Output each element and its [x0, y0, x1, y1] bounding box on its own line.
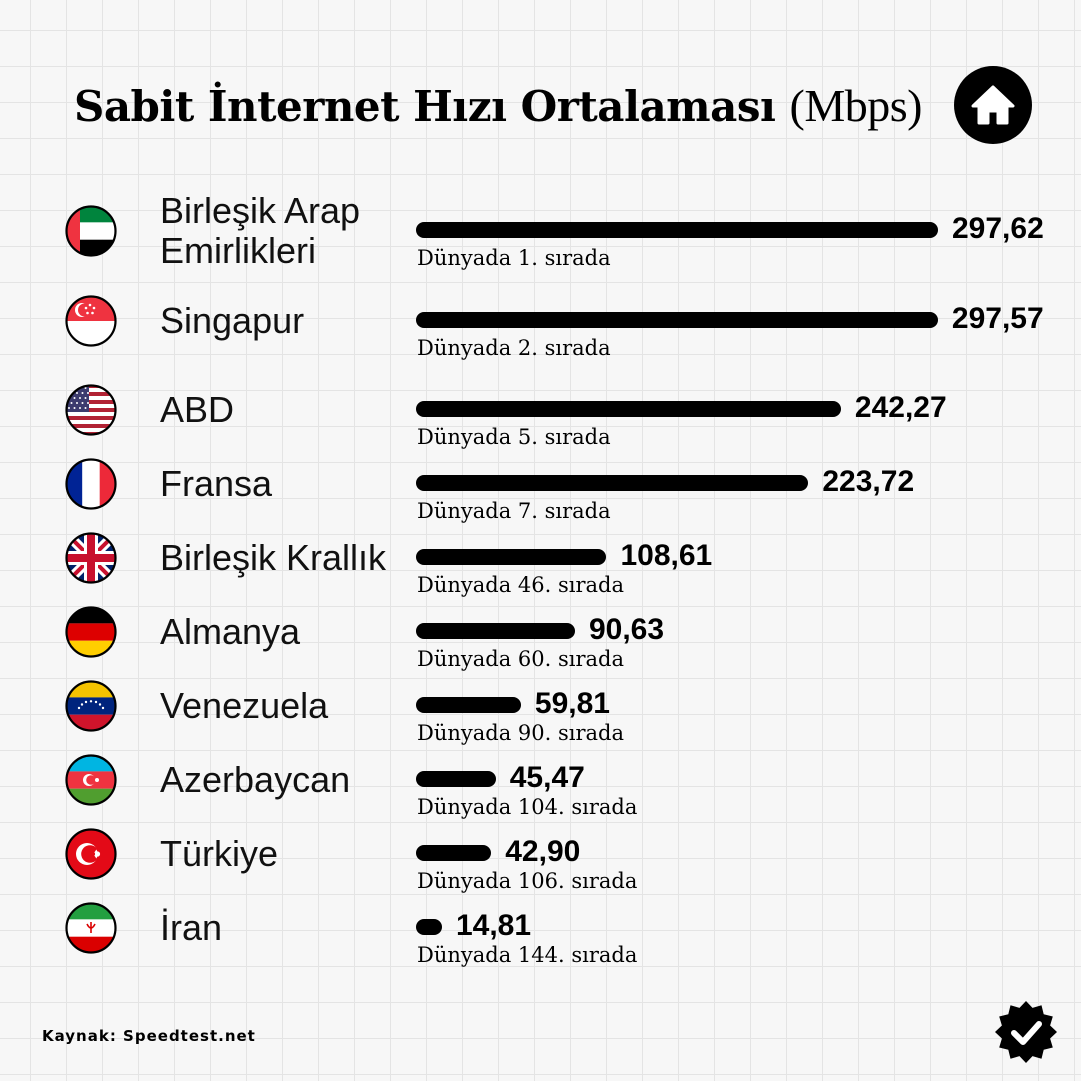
- germany-flag-icon: [65, 606, 117, 658]
- country-label: Almanya: [160, 611, 301, 652]
- chart-title: Sabit İnternet Hızı Ortalaması (Mbps): [74, 78, 923, 135]
- value-label: 14,81: [455, 909, 532, 942]
- value-label: 242,27: [854, 391, 947, 424]
- country-label: Azerbaycan: [160, 759, 351, 800]
- bar: [416, 845, 492, 861]
- france-flag-icon: [65, 458, 117, 510]
- bar: [416, 697, 521, 713]
- rank-label: Dünyada 2. sırada: [417, 336, 611, 360]
- bar: [416, 623, 575, 639]
- title-unit: (Mbps): [789, 80, 923, 131]
- rank-label: Dünyada 106. sırada: [417, 869, 638, 893]
- country-label: Fransa: [160, 463, 273, 504]
- value-label: 223,72: [822, 465, 915, 498]
- source-label: Kaynak: Speedtest.net: [42, 1027, 256, 1045]
- bar: [416, 475, 809, 491]
- value-label: 297,62: [952, 212, 1044, 245]
- bar: [416, 312, 938, 328]
- rank-label: Dünyada 60. sırada: [417, 647, 624, 671]
- home-icon: [971, 85, 1015, 125]
- bar: [416, 549, 607, 565]
- country-label: Birleşik Krallık: [160, 537, 387, 578]
- country-label: Venezuela: [160, 685, 329, 726]
- usa-flag-icon: [65, 384, 117, 436]
- rank-label: Dünyada 46. sırada: [417, 573, 624, 597]
- iran-flag-icon: [65, 902, 117, 954]
- home-button[interactable]: [954, 66, 1032, 144]
- value-label: 90,63: [588, 613, 665, 646]
- bar: [416, 771, 496, 787]
- value-label: 42,90: [505, 835, 581, 868]
- bar: [416, 401, 841, 417]
- country-label: Singapur: [160, 300, 305, 341]
- turkey-flag-icon: [65, 828, 117, 880]
- rank-label: Dünyada 90. sırada: [417, 721, 624, 745]
- rank-label: Dünyada 104. sırada: [417, 795, 638, 819]
- verified-badge-icon: [995, 1001, 1057, 1063]
- value-label: 59,81: [534, 687, 610, 720]
- bar: [416, 919, 442, 935]
- value-label: 108,61: [620, 539, 713, 572]
- title-text: Sabit İnternet Hızı Ortalaması: [74, 82, 776, 131]
- uae-flag-icon: [65, 205, 117, 257]
- country-label: İran: [160, 907, 223, 948]
- venezuela-flag-icon: [65, 680, 117, 732]
- value-label: 297,57: [951, 302, 1044, 335]
- singapore-flag-icon: [65, 295, 117, 347]
- bar: [416, 222, 938, 238]
- rank-label: Dünyada 1. sırada: [417, 246, 611, 270]
- country-label: ABD: [160, 389, 235, 430]
- country-label: Türkiye: [160, 833, 279, 874]
- azerbaijan-flag-icon: [65, 754, 117, 806]
- rank-label: Dünyada 7. sırada: [417, 499, 611, 523]
- rank-label: Dünyada 5. sırada: [417, 425, 611, 449]
- uk-flag-icon: [65, 532, 117, 584]
- value-label: 45,47: [509, 761, 585, 794]
- country-label: Birleşik Arap Emirlikleri: [160, 190, 361, 271]
- rank-label: Dünyada 144. sırada: [417, 943, 638, 967]
